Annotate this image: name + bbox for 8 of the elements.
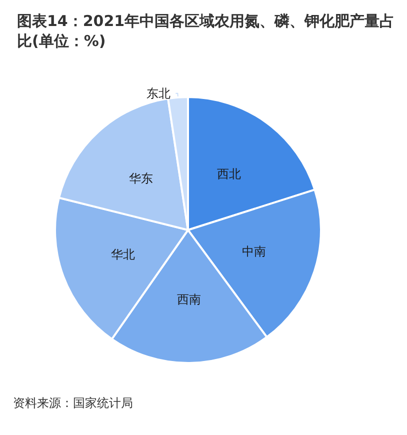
text: 资料来源：国家统计局: [13, 396, 133, 410]
chart-title: 图表14：2021年中国各区域农用氮、磷、钾化肥产量占比(单位：%): [17, 12, 395, 50]
slice-label: 西南: [176, 292, 201, 306]
slice-label: 华东: [129, 172, 154, 186]
slice-label: 西北: [217, 166, 242, 181]
slice-label: 中南: [242, 244, 266, 258]
slice-label: 东北: [146, 86, 171, 100]
slice-label: 华北: [110, 247, 135, 262]
